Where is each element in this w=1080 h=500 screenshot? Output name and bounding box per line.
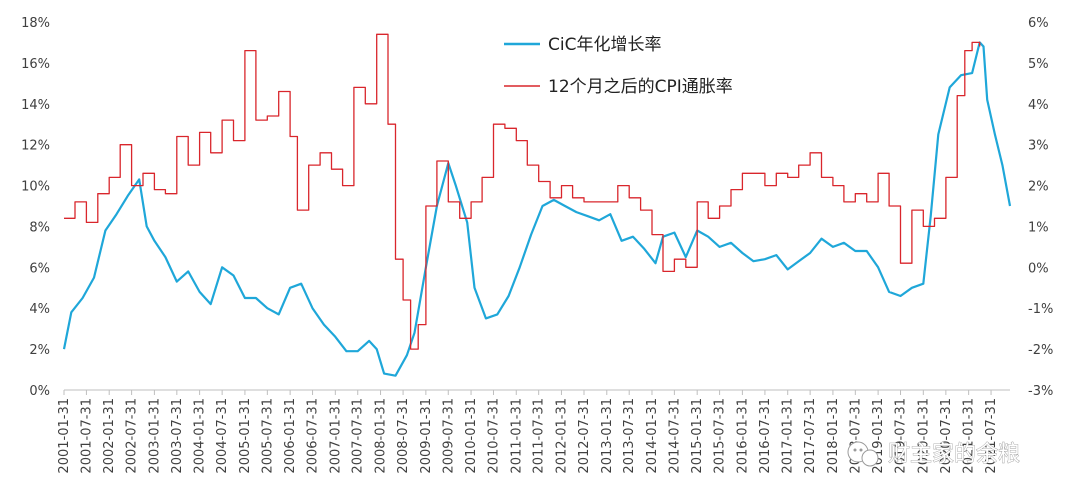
x-tick-label: 2016-01-31 xyxy=(735,398,750,474)
x-tick-label: 2021-07-31 xyxy=(984,398,999,474)
watermark-text: 财主家的余粮 xyxy=(888,442,1020,467)
x-tick-label: 2014-01-31 xyxy=(645,398,660,474)
x-tick-label: 2009-07-31 xyxy=(441,398,456,474)
x-tick-label: 2020-07-31 xyxy=(939,398,954,474)
y-left-tick-label: 6% xyxy=(29,261,50,276)
x-tick-label: 2018-01-31 xyxy=(826,398,841,474)
x-tick-label: 2004-07-31 xyxy=(215,398,230,474)
y-right-tick-label: 5% xyxy=(1028,57,1049,72)
y-right-tick-label: 4% xyxy=(1028,98,1049,113)
y-right-tick-label: -1% xyxy=(1028,302,1053,317)
y-right-tick-label: -2% xyxy=(1028,343,1053,358)
y-left-tick-label: 12% xyxy=(21,139,50,154)
y-right-tick-label: 6% xyxy=(1028,16,1049,31)
x-tick-label: 2003-07-31 xyxy=(170,398,185,474)
y-left-tick-label: 4% xyxy=(29,302,50,317)
y-left-tick-label: 16% xyxy=(21,57,50,72)
series-line-cic xyxy=(62,41,1012,377)
y-left-tick-label: 8% xyxy=(29,220,50,235)
x-tick-label: 2003-01-31 xyxy=(147,398,162,474)
x-tick-label: 2010-01-31 xyxy=(464,398,479,474)
y-right-tick-label: -3% xyxy=(1028,384,1053,399)
y-left-tick-label: 10% xyxy=(21,180,50,195)
x-tick-label: 2010-07-31 xyxy=(486,398,501,474)
legend-label: CiC年化增长率 xyxy=(548,35,661,55)
series-line-cpi xyxy=(64,33,981,350)
x-tick-label: 2020-01-31 xyxy=(916,398,931,474)
wechat-icon xyxy=(847,441,879,467)
x-tick-label: 2002-01-31 xyxy=(102,398,117,474)
y-left-tick-label: 14% xyxy=(21,98,50,113)
y-left-tick-label: 2% xyxy=(29,343,50,358)
x-tick-label: 2016-07-31 xyxy=(758,398,773,474)
x-tick-label: 2017-01-31 xyxy=(781,398,796,474)
legend: CiC年化增长率 12个月之后的CPI通胀率 xyxy=(504,35,733,97)
y-right-tick-label: 0% xyxy=(1028,261,1049,276)
x-tick-label: 2021-01-31 xyxy=(962,398,977,474)
x-tick-label: 2014-07-31 xyxy=(667,398,682,474)
x-tick-label: 2007-01-31 xyxy=(328,398,343,474)
x-tick-label: 2012-07-31 xyxy=(577,398,592,474)
x-tick-label: 2013-07-31 xyxy=(622,398,637,474)
y-left-tick-label: 18% xyxy=(21,16,50,31)
y-right-tick-label: 3% xyxy=(1028,139,1049,154)
x-tick-label: 2015-01-31 xyxy=(690,398,705,474)
x-tick-label: 2013-01-31 xyxy=(600,398,615,474)
x-tick-label: 2001-07-31 xyxy=(79,398,94,474)
x-tick-label: 2012-01-31 xyxy=(554,398,569,474)
x-tick-label: 2001-01-31 xyxy=(57,398,72,474)
x-tick-label: 2008-01-31 xyxy=(374,398,389,474)
x-tick-label: 2002-07-31 xyxy=(125,398,140,474)
x-tick-label: 2006-07-31 xyxy=(306,398,321,474)
series-layer xyxy=(62,33,1012,377)
y-right-tick-label: 2% xyxy=(1028,180,1049,195)
watermark: 财主家的余粮 xyxy=(847,441,1020,467)
x-tick-label: 2007-07-31 xyxy=(351,398,366,474)
x-tick-label: 2004-01-31 xyxy=(193,398,208,474)
x-tick-label: 2005-01-31 xyxy=(238,398,253,474)
x-tick-label: 2011-07-31 xyxy=(532,398,547,474)
axes: 0% 2% 4% 6% 8% 10% 12% 14% 16% 18% -3% -2% -1% 0% 1% 2%… xyxy=(21,16,1053,474)
x-tick-label: 2015-07-31 xyxy=(713,398,728,474)
y-left-tick-label: 0% xyxy=(29,384,50,399)
x-tick-label: 2019-07-31 xyxy=(894,398,909,474)
x-tick-label: 2017-07-31 xyxy=(803,398,818,474)
x-tick-label: 2005-07-31 xyxy=(260,398,275,474)
x-tick-label: 2011-01-31 xyxy=(509,398,524,474)
x-tick-label: 2008-07-31 xyxy=(396,398,411,474)
y-right-tick-label: 1% xyxy=(1028,220,1049,235)
x-tick-label: 2009-01-31 xyxy=(419,398,434,474)
x-tick-label: 2006-01-31 xyxy=(283,398,298,474)
legend-label: 12个月之后的CPI通胀率 xyxy=(548,77,733,97)
